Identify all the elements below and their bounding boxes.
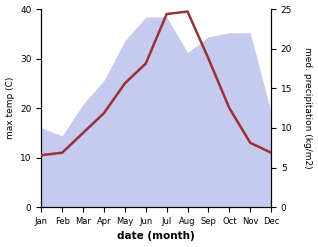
Y-axis label: max temp (C): max temp (C) xyxy=(5,77,15,139)
Y-axis label: med. precipitation (kg/m2): med. precipitation (kg/m2) xyxy=(303,47,313,169)
X-axis label: date (month): date (month) xyxy=(117,231,195,242)
